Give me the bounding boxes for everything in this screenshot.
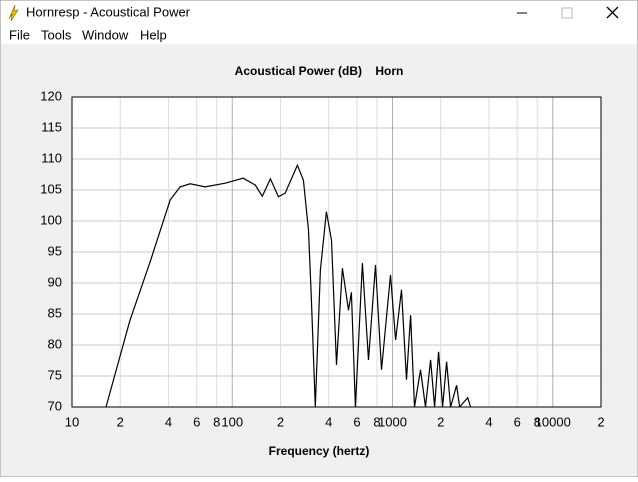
x-tick-label: 2: [437, 414, 444, 429]
data-line: [105, 163, 472, 407]
menu-bar: [1, 26, 637, 44]
x-tick-label: 2: [597, 414, 604, 429]
y-tick-label: 95: [48, 243, 62, 258]
y-tick-label: 70: [48, 398, 62, 413]
x-tick-label: 10: [65, 414, 79, 429]
title-bar: [1, 1, 637, 26]
y-tick-label: 105: [40, 181, 62, 196]
menu-item[interactable]: Tools: [41, 27, 72, 42]
x-tick-label: 1000: [378, 414, 407, 429]
y-tick-label: 110: [41, 150, 62, 165]
x-tick-label: 8: [534, 414, 541, 429]
x-tick-label: 8: [213, 414, 220, 429]
x-tick-label: 2: [117, 414, 124, 429]
menu-item[interactable]: File: [9, 27, 30, 42]
x-tick-label: 6: [193, 414, 200, 429]
y-tick-label: 75: [48, 367, 62, 382]
y-tick-label: 100: [40, 212, 62, 227]
x-axis-label: Frequency (hertz): [269, 444, 370, 458]
window-title: Hornresp - Acoustical Power: [26, 4, 191, 19]
app-icon: [8, 4, 19, 22]
x-tick-label: 100: [221, 414, 243, 429]
y-tick-label: 80: [48, 336, 62, 351]
y-tick-label: 85: [48, 305, 62, 320]
x-tick-label: 4: [165, 414, 172, 429]
y-tick-label: 120: [40, 88, 62, 103]
x-tick-label: 6: [514, 414, 521, 429]
plot-border: [71, 96, 602, 408]
x-tick-label: 2: [277, 414, 284, 429]
x-tick-label: 10000: [535, 414, 571, 429]
menu-item[interactable]: Window: [82, 27, 129, 42]
chart-title: Acoustical Power (dB) Horn: [235, 64, 404, 78]
y-tick-label: 90: [48, 274, 62, 289]
maximize-button[interactable]: [561, 7, 573, 19]
x-tick-label: 6: [353, 414, 360, 429]
x-tick-label: 8: [373, 414, 380, 429]
y-tick-label: 115: [41, 119, 62, 134]
close-button[interactable]: [606, 6, 619, 19]
menu-item[interactable]: Help: [140, 27, 167, 42]
x-tick-label: 4: [485, 414, 492, 429]
x-tick-label: 4: [325, 414, 332, 429]
